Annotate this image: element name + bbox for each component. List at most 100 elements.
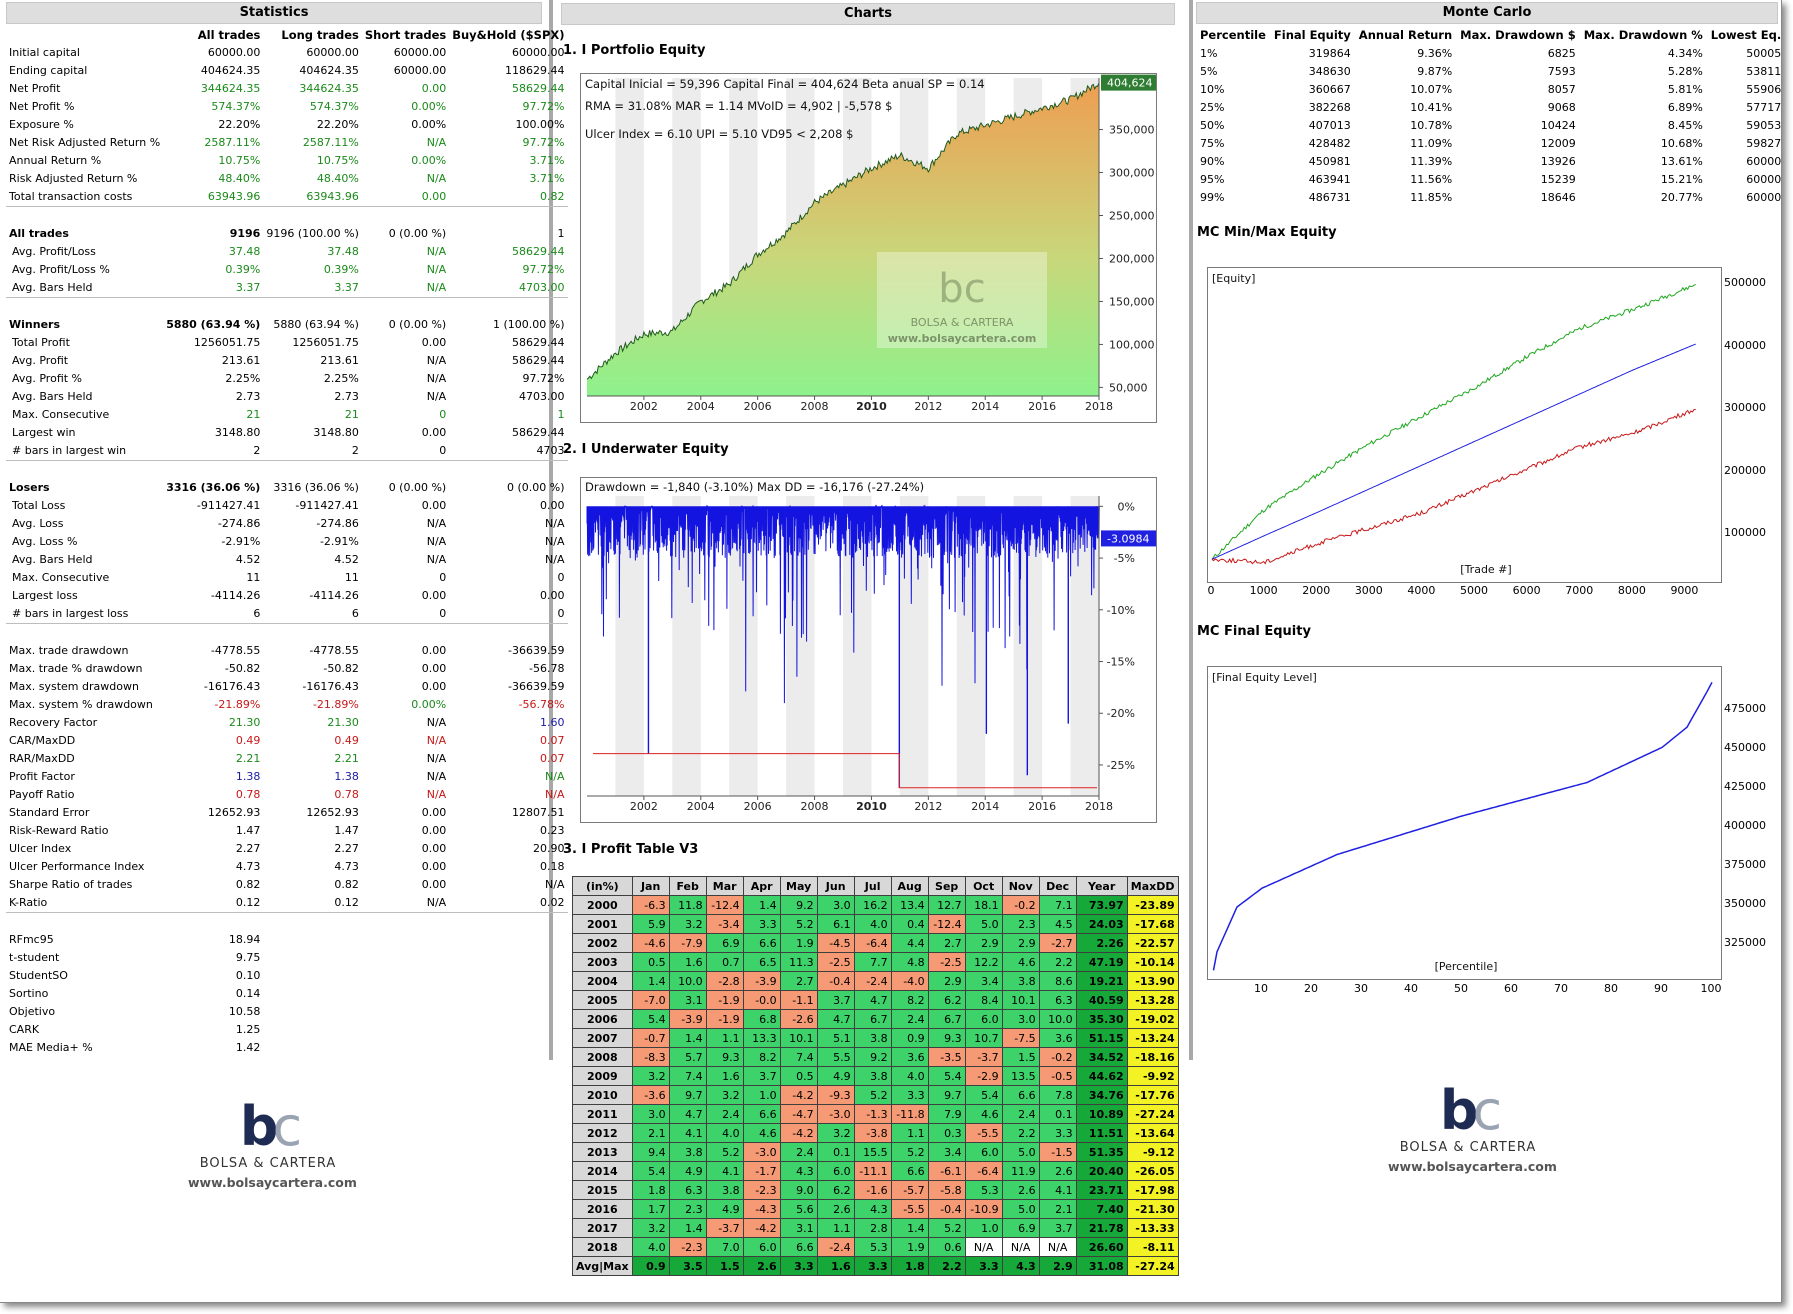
stats-cell: 404624.35 [200, 64, 261, 77]
profit-cell: 1.7 [631, 1199, 670, 1219]
mc-row: 75% 428482 11.09% 12009 10.68% 59827 [1196, 134, 1785, 152]
profit-cell: -2.7 [1038, 933, 1077, 953]
stats-row: Max. trade % drawdown -50.82 -50.82 0.00 -56… [6, 660, 568, 678]
profit-cell: 2018 [572, 1237, 633, 1257]
profit-cell: -2.8 [705, 971, 744, 991]
stats-cell: 3.71% [529, 172, 565, 185]
profit-cell: 3.2 [631, 1218, 670, 1238]
profit-cell: 1.4 [668, 1028, 707, 1048]
profit-cell: -5.8 [927, 1180, 966, 1200]
y-tick-label: 300,000 [1109, 167, 1155, 180]
profit-cell: 2.2 [1038, 952, 1077, 972]
underwater-equity-title: 2. I Underwater Equity [563, 442, 729, 457]
stats-cell: 1 (100.00 %) [492, 318, 565, 331]
stats-cell: 3.71% [529, 154, 565, 167]
profit-avg-cell: 4.3 [1001, 1256, 1040, 1276]
profit-cell: -4.7 [779, 1104, 818, 1124]
profit-cell: 4.1 [668, 1123, 707, 1143]
profit-year-row: 2017 3.2 1.4 -3.7 -4.2 3.1 1.1 2.8 1.4 5.2 1.0 6.9 3… [572, 1218, 1179, 1238]
stats-cell: -4114.26 [210, 589, 261, 602]
profit-cell: 10.0 [668, 971, 707, 991]
max-drawdown-line [593, 753, 1097, 789]
stats-cell: 5880 (63.94 %) [166, 318, 261, 331]
stats-cell: 0 [439, 408, 447, 421]
stats-cell: 60000.00 [393, 46, 447, 59]
stats-row: Max. system drawdown -16176.43 -16176.43 0.… [6, 678, 568, 696]
x-tick-label: 40 [1404, 982, 1418, 995]
stats-cell: -4778.55 [309, 644, 359, 657]
equity-info-text: RMA = 31.08% MAR = 1.14 MVoID = 4,902 | … [585, 99, 893, 113]
profit-cell: 2.2 [1001, 1123, 1040, 1143]
stats-row-label: Avg. Bars Held [12, 281, 93, 294]
stats-row-label: Net Profit % [9, 100, 75, 113]
stats-cell: 0.00 [421, 878, 447, 891]
profit-cell: N/A [1038, 1237, 1077, 1257]
profit-cell: 34.52 [1075, 1047, 1128, 1067]
profit-cell: 2.1 [631, 1123, 670, 1143]
mc-row: 95% 463941 11.56% 15239 15.21% 60000 [1196, 170, 1785, 188]
profit-year-row: 2013 9.4 3.8 5.2 -3.0 2.4 0.1 15.5 5.2 3.4 6.0 5.0-… [572, 1142, 1179, 1162]
y-tick-label: 475000 [1724, 701, 1766, 715]
stats-cell: -274.86 [316, 517, 359, 530]
mc-row: 5% 348630 9.87% 7593 5.28% 53811 [1196, 62, 1785, 80]
profit-cell: 13.4 [890, 895, 929, 915]
logo-url[interactable]: www.bolsaycartera.com [188, 1175, 357, 1190]
profit-cell: -0.7 [631, 1028, 670, 1048]
profit-cell: 44.62 [1075, 1066, 1128, 1086]
stats-row-label: Largest win [12, 426, 76, 439]
profit-cell: 35.30 [1075, 1009, 1128, 1029]
profit-year-row: 2012 2.1 4.1 4.0 4.6 -4.2 3.2 -3.8 1.1 0.3 -5.5 2.2… [572, 1123, 1179, 1143]
profit-cell: 4.0 [890, 1066, 929, 1086]
profit-cell: 8.6 [1038, 971, 1077, 991]
last-value-label: 404,624 [1107, 77, 1153, 90]
stats-cell: -274.86 [217, 517, 261, 530]
profit-cell: 2.6 [1001, 1180, 1040, 1200]
profit-cell: -4.6 [631, 933, 670, 953]
mc-row: 50% 407013 10.78% 10424 8.45% 59053 [1196, 116, 1785, 134]
stats-cell: 1.60 [540, 716, 565, 729]
stats-row-label: Avg. Loss % [12, 535, 78, 548]
profit-column-header: Jun [816, 876, 855, 896]
stats-cell: 12807.51 [512, 806, 565, 819]
mc-cell: 10.78% [1410, 118, 1453, 132]
stats-row: # bars in largest loss 6 6 0 0 [6, 605, 568, 624]
stats-row-label: Ulcer Performance Index [9, 860, 145, 873]
x-tick-label: 50 [1454, 982, 1468, 995]
profit-cell: 2017 [572, 1218, 633, 1238]
stats-cell: -56.78 [529, 662, 565, 675]
stats-cell: 97.72% [522, 100, 565, 113]
profit-cell: -6.4 [853, 933, 892, 953]
stats-column-header: Buy&Hold ($SPX) [452, 28, 565, 42]
stats-row: Avg. Profit % 2.25% 2.25% N/A 97.72% [6, 370, 568, 388]
profit-avg-cell: -27.24 [1126, 1256, 1179, 1276]
stats-cell: 1.47 [334, 824, 359, 837]
stats-cell: 2 [253, 444, 261, 457]
stats-column-header: Long trades [281, 28, 359, 42]
x-tick-label: 2004 [687, 400, 715, 413]
stats-row-label: RFmc95 [9, 933, 54, 946]
logo-url[interactable]: www.bolsaycartera.com [1388, 1159, 1557, 1174]
profit-cell: -3.8 [853, 1123, 892, 1143]
mc-cell: 9068 [1547, 100, 1576, 114]
stats-row: Exposure % 22.20% 22.20% 0.00% 100.00% [6, 116, 568, 134]
stats-row-label: Winners [9, 318, 60, 331]
stats-cell: 344624.35 [299, 82, 359, 95]
profit-cell: -1.9 [705, 990, 744, 1010]
x-tick-label: 2002 [630, 800, 658, 813]
stats-row-label: Risk Adjusted Return % [9, 172, 138, 185]
profit-header-row: (in%) Jan Feb Mar Apr May Jun Jul Aug Sep Oct Nov De… [572, 876, 1179, 896]
stats-cell: N/A [426, 553, 447, 566]
stats-cell: 2.73 [334, 390, 359, 403]
profit-cell: 2.3 [1001, 914, 1040, 934]
mc-final-svg: [Final Equity Level] [Percentile] [1212, 671, 1713, 973]
profit-cell: 0.1 [1038, 1104, 1077, 1124]
stats-row-label: Payoff Ratio [9, 788, 75, 801]
profit-cell: 5.0 [1001, 1199, 1040, 1219]
mc-cell: 95% [1200, 172, 1225, 186]
profit-cell: 1.6 [705, 1066, 744, 1086]
profit-column-header: Feb [668, 876, 707, 896]
profit-cell: 16.2 [853, 895, 892, 915]
profit-cell: 3.4 [927, 1142, 966, 1162]
equity-info-text: Ulcer Index = 6.10 UPI = 5.10 VD95 < 2,2… [585, 127, 853, 141]
profit-avg-cell: 2.6 [742, 1256, 781, 1276]
